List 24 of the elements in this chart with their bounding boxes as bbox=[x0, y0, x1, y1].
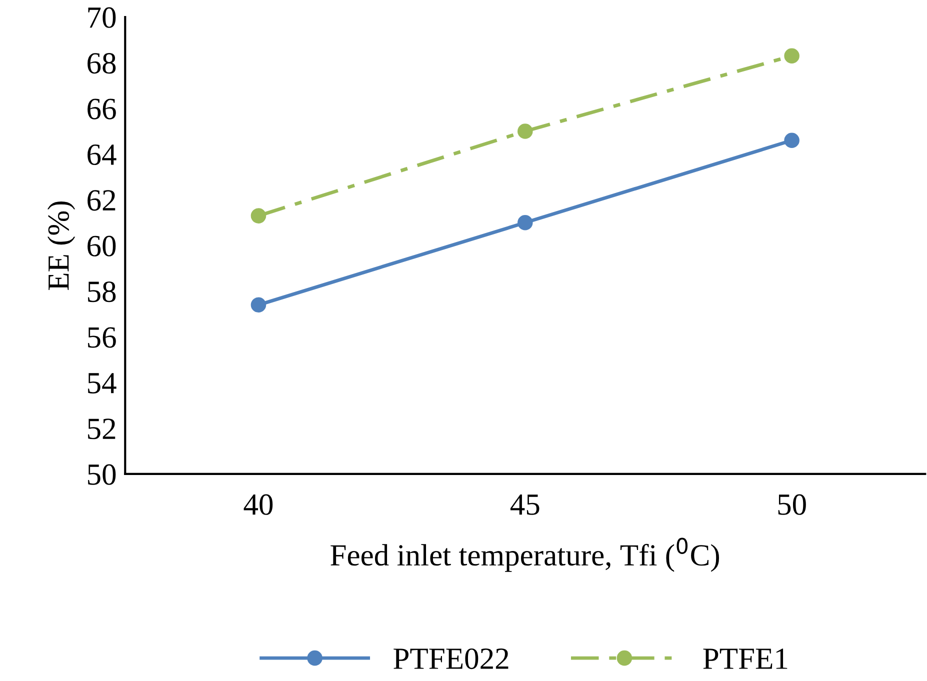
y-tick-label: 66 bbox=[88, 98, 116, 120]
y-tick-label: 60 bbox=[88, 236, 116, 256]
legend-label: PTFE022 bbox=[394, 648, 508, 670]
y-tick-label: 54 bbox=[88, 373, 116, 394]
point bbox=[784, 132, 800, 148]
y-tick-label: 68 bbox=[88, 53, 116, 74]
point bbox=[250, 297, 266, 313]
y-tick-label: 52 bbox=[88, 418, 116, 440]
y-tick-label: 58 bbox=[88, 281, 116, 302]
y-tick-label: 64 bbox=[88, 144, 116, 166]
y-tick-label: 70 bbox=[88, 7, 116, 28]
y-tick-label: 50 bbox=[88, 464, 116, 485]
y-tick-label: 62 bbox=[88, 190, 116, 211]
point bbox=[518, 124, 533, 139]
x-tick-label: 50 bbox=[778, 494, 806, 515]
y-axis-title: EE (%) bbox=[47, 201, 76, 290]
x-tick-label: 45 bbox=[510, 494, 540, 515]
x-axis-title: Feed inlet temperature, Tfi ($^{0}$C) bbox=[330, 538, 719, 572]
x-tick-label: 40 bbox=[244, 494, 273, 515]
legend-label: PTFE1 bbox=[703, 648, 788, 669]
y-tick-label: 56 bbox=[88, 327, 116, 348]
point bbox=[518, 215, 533, 230]
point bbox=[784, 48, 800, 64]
point bbox=[250, 208, 266, 224]
